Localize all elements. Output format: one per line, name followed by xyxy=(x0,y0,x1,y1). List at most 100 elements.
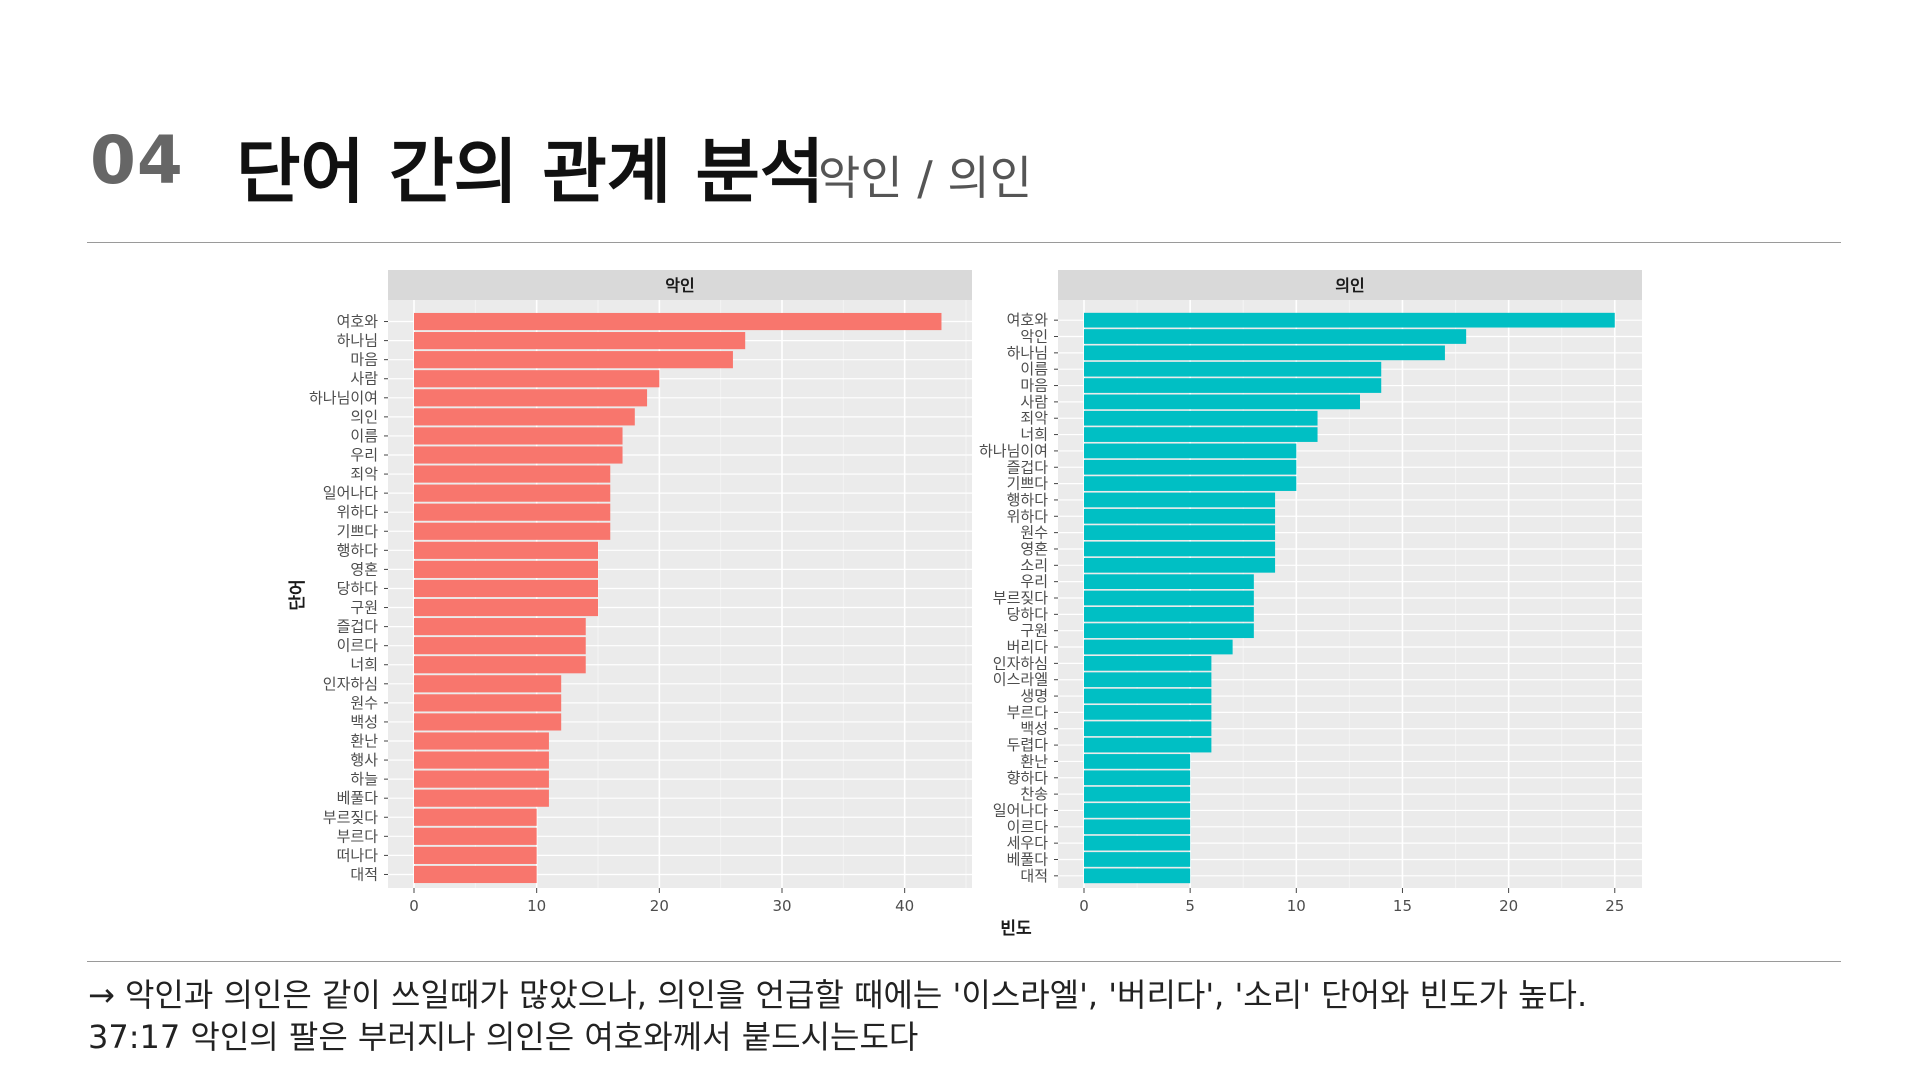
y-tick-label: 죄악 xyxy=(350,465,378,483)
bar-이르다 xyxy=(414,637,586,655)
y-tick-label: 당하다 xyxy=(1007,605,1049,623)
bar-버리다 xyxy=(1084,639,1233,655)
bar-행하다 xyxy=(414,541,598,559)
x-tick-label: 20 xyxy=(650,897,669,915)
bar-너희 xyxy=(414,656,586,674)
bar-부르짖다 xyxy=(414,808,537,826)
bar-백성 xyxy=(1084,721,1212,737)
y-tick-label: 환난 xyxy=(350,732,378,750)
faceted-bar-chart: 악인0 10 20 30 40여호와하나님마음사람하나님이여의인이름우리죄악일어나다위하… xyxy=(288,270,1642,939)
bar-하나님이여 xyxy=(1084,443,1297,459)
bar-하늘 xyxy=(414,770,549,788)
x-tick-label: 15 xyxy=(1393,897,1412,915)
y-tick-label: 백성 xyxy=(1020,720,1048,738)
slide-number: 04 xyxy=(90,122,184,199)
y-tick-label: 이스라엘 xyxy=(993,671,1048,689)
bar-두렵다 xyxy=(1084,737,1212,753)
facet-title-1: 악인 xyxy=(665,276,694,295)
bar-세우다 xyxy=(1084,835,1191,851)
bar-여호와 xyxy=(1084,312,1615,328)
bar-즐겁다 xyxy=(1084,459,1297,475)
x-tick-label: 20 xyxy=(1499,897,1518,915)
bar-당하다 xyxy=(1084,606,1254,622)
bar-구원 xyxy=(1084,623,1254,639)
bar-대적 xyxy=(414,865,537,884)
y-tick-label: 의인 xyxy=(350,408,378,426)
bar-인자하심 xyxy=(1084,656,1212,671)
bar-의인 xyxy=(414,408,635,426)
bar-이스라엘 xyxy=(1084,672,1212,688)
bottom-divider xyxy=(87,961,1841,962)
facet-strip-1 xyxy=(388,270,972,300)
bar-사람 xyxy=(414,370,660,388)
y-tick-label: 하나님 xyxy=(337,332,378,350)
y-tick-label: 여호와 xyxy=(337,313,379,331)
y-tick-label: 세우다 xyxy=(1007,834,1049,852)
bar-여호와 xyxy=(414,312,942,331)
y-tick-label: 사람 xyxy=(350,370,378,388)
bar-이르다 xyxy=(1084,819,1191,835)
bar-죄악 xyxy=(1084,410,1318,426)
bar-하나님 xyxy=(414,332,746,350)
caption-line-1: → 악인과 의인은 같이 쓰일때가 많았으나, 의인을 언급할 때에는 '이스라… xyxy=(88,976,1588,1014)
y-tick-label: 위하다 xyxy=(337,503,379,521)
y-tick-label: 즐겁다 xyxy=(337,618,379,636)
x-axis-title: 빈도 xyxy=(1000,919,1032,939)
y-tick-label: 기쁘다 xyxy=(337,522,379,540)
bar-하나님이여 xyxy=(414,389,648,407)
bar-일어나다 xyxy=(414,484,611,502)
y-tick-label: 베풀다 xyxy=(337,789,379,807)
bar-부르다 xyxy=(414,827,537,845)
bar-이름 xyxy=(1084,361,1382,377)
caption-line-2: 37:17 악인의 팔은 부러지나 의인은 여호와께서 붙드시는도다 xyxy=(88,1018,919,1056)
bar-일어나다 xyxy=(1084,803,1191,818)
y-tick-label: 부르다 xyxy=(337,827,379,845)
x-tick-label: 5 xyxy=(1185,897,1195,915)
facet-strip-2 xyxy=(1058,270,1642,300)
y-tick-label: 행사 xyxy=(350,751,378,769)
bar-인자하심 xyxy=(414,675,562,693)
y-tick-label: 환난 xyxy=(1020,752,1048,770)
bar-원수 xyxy=(1084,525,1276,540)
bar-찬송 xyxy=(1084,786,1191,802)
y-tick-label: 인자하심 xyxy=(323,675,378,693)
bar-마음 xyxy=(1084,378,1382,393)
y-tick-label: 찬송 xyxy=(1020,785,1048,803)
bar-베풀다 xyxy=(414,789,549,807)
y-tick-label: 이름 xyxy=(350,427,378,445)
bar-즐겁다 xyxy=(414,618,586,636)
y-tick-label: 우리 xyxy=(350,446,378,464)
bar-행사 xyxy=(414,751,549,769)
y-tick-label: 하나님이여 xyxy=(979,442,1048,460)
y-tick-label: 죄악 xyxy=(1020,409,1048,427)
slide-subtitle: 악인 / 의인 xyxy=(818,151,1033,205)
y-axis-title: 단어 xyxy=(288,579,308,610)
x-tick-label: 25 xyxy=(1605,897,1624,915)
y-tick-label: 기쁘다 xyxy=(1007,475,1049,493)
top-divider xyxy=(87,242,1841,243)
y-tick-label: 원수 xyxy=(350,694,378,712)
bar-사람 xyxy=(1084,394,1360,410)
bar-위하다 xyxy=(1084,508,1276,524)
y-tick-label: 부르짖다 xyxy=(323,808,378,826)
y-tick-label: 행하다 xyxy=(337,541,379,559)
bar-환난 xyxy=(1084,754,1191,769)
y-tick-label: 대적 xyxy=(1020,867,1048,885)
bar-구원 xyxy=(414,598,598,617)
y-tick-label: 우리 xyxy=(1020,573,1048,591)
y-tick-label: 베풀다 xyxy=(1007,850,1049,868)
facet-title-2: 의인 xyxy=(1335,276,1364,295)
y-tick-label: 하나님 xyxy=(1007,344,1048,362)
x-tick-label: 40 xyxy=(895,897,914,915)
bar-영혼 xyxy=(414,560,598,578)
bar-소리 xyxy=(1084,557,1276,573)
bar-기쁘다 xyxy=(414,522,611,540)
y-tick-label: 이름 xyxy=(1020,360,1048,378)
x-tick-label: 30 xyxy=(772,897,791,915)
bar-떠나다 xyxy=(414,846,537,864)
bar-악인 xyxy=(1084,329,1467,344)
bar-부르짖다 xyxy=(1084,590,1254,606)
y-tick-label: 이르다 xyxy=(1007,818,1049,836)
bar-부르다 xyxy=(1084,705,1212,720)
bar-기쁘다 xyxy=(1084,476,1297,491)
